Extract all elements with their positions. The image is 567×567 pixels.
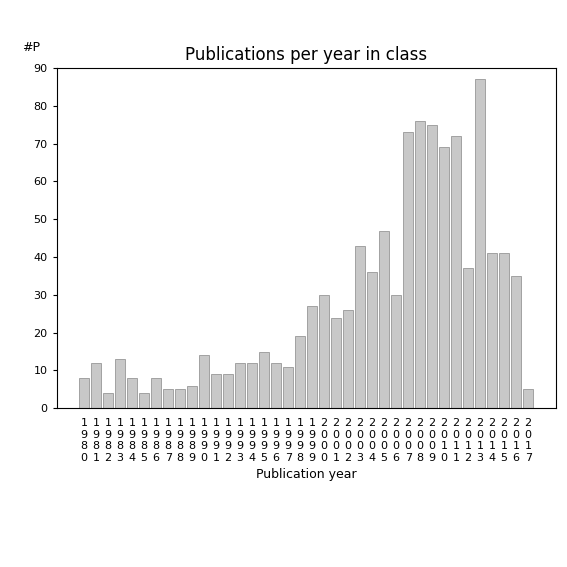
Bar	[500, 253, 509, 408]
Bar	[223, 374, 233, 408]
Bar	[331, 318, 341, 408]
Bar	[284, 367, 293, 408]
Bar	[379, 231, 389, 408]
Bar	[391, 295, 401, 408]
Bar	[115, 359, 125, 408]
Bar	[200, 356, 209, 408]
Bar	[356, 246, 365, 408]
Bar	[511, 276, 521, 408]
Bar	[488, 253, 497, 408]
Title: Publications per year in class: Publications per year in class	[185, 46, 428, 64]
Bar	[403, 132, 413, 408]
Bar	[91, 363, 101, 408]
Bar	[235, 363, 245, 408]
Bar	[416, 121, 425, 408]
Bar	[439, 147, 449, 408]
Bar	[295, 336, 305, 408]
Bar	[463, 268, 473, 408]
Bar	[428, 125, 437, 408]
Bar	[247, 363, 257, 408]
Bar	[211, 374, 221, 408]
Bar	[319, 295, 329, 408]
Text: #P: #P	[22, 41, 40, 54]
X-axis label: Publication year: Publication year	[256, 468, 357, 481]
Bar	[79, 378, 89, 408]
Bar	[151, 378, 161, 408]
Bar	[103, 393, 113, 408]
Bar	[259, 352, 269, 408]
Bar	[175, 390, 185, 408]
Bar	[475, 79, 485, 408]
Bar	[272, 363, 281, 408]
Bar	[451, 136, 461, 408]
Bar	[523, 390, 533, 408]
Bar	[128, 378, 137, 408]
Bar	[307, 306, 317, 408]
Bar	[187, 386, 197, 408]
Bar	[367, 272, 377, 408]
Bar	[344, 310, 353, 408]
Bar	[163, 390, 173, 408]
Bar	[139, 393, 149, 408]
